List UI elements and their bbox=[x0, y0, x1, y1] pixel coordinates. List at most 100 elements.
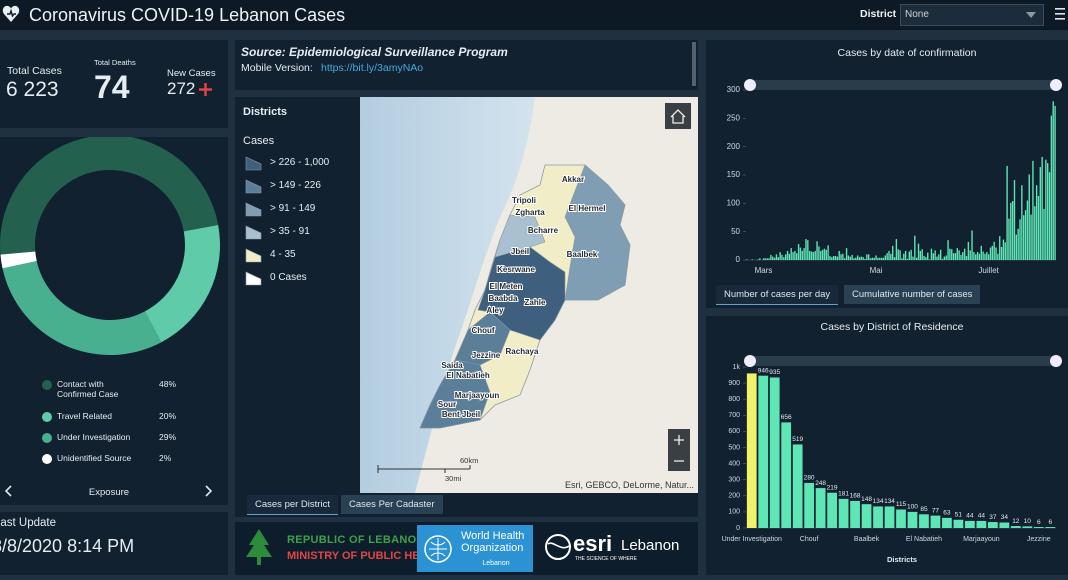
zoom-control[interactable] bbox=[668, 429, 690, 471]
bar bbox=[831, 257, 833, 260]
x-tick-label: Jezzine bbox=[1027, 536, 1051, 543]
dropdown-arrow bbox=[1026, 12, 1036, 18]
bar bbox=[746, 259, 748, 260]
y-tick-label: 400 bbox=[728, 460, 740, 467]
range-slider[interactable] bbox=[750, 356, 1056, 366]
bar bbox=[991, 245, 994, 260]
bar bbox=[893, 257, 896, 260]
slider-handle[interactable] bbox=[744, 79, 756, 91]
bar bbox=[786, 250, 789, 260]
who-logo: World Health Organization Lebanon bbox=[417, 525, 533, 572]
x-tick-label: Chouf bbox=[800, 536, 819, 543]
bar bbox=[895, 239, 898, 260]
value-label: 51 bbox=[955, 512, 963, 519]
bar bbox=[757, 259, 759, 260]
district-select[interactable]: None bbox=[900, 4, 1044, 26]
bar bbox=[759, 258, 761, 260]
bar bbox=[853, 258, 855, 260]
bar bbox=[818, 246, 820, 260]
value-label: 34 bbox=[1001, 514, 1009, 521]
bar bbox=[1045, 527, 1056, 528]
bar bbox=[978, 253, 981, 260]
bar bbox=[969, 250, 971, 260]
bar bbox=[781, 422, 792, 528]
value-label: 10 bbox=[1024, 518, 1032, 525]
bar bbox=[820, 250, 822, 260]
bar bbox=[746, 373, 757, 528]
new-cases-label: New Cases bbox=[167, 68, 216, 79]
legend-swatch-shape bbox=[245, 179, 262, 194]
place-label: Kesrwane bbox=[497, 265, 535, 274]
place-label: El Meten bbox=[490, 282, 523, 291]
x-tick-label: Under Investigation bbox=[722, 536, 782, 543]
map-tab[interactable]: Cases Per Cadaster bbox=[341, 495, 443, 514]
x-tick-label: El Nabatieh bbox=[906, 536, 942, 543]
place-label: Chouf bbox=[471, 326, 494, 335]
bar bbox=[951, 249, 953, 260]
mobile-link[interactable]: https://bit.ly/3amyNAo bbox=[321, 62, 424, 74]
scrollbar bbox=[692, 42, 696, 86]
chart-tab[interactable]: Cumulative number of cases bbox=[844, 285, 981, 304]
source-panel: Source: Epidemiological Surveillance Pro… bbox=[235, 40, 698, 90]
x-tick-label: Baalbek bbox=[854, 536, 880, 543]
donut-slice bbox=[0, 251, 37, 269]
map: 60km 30mi Esri, GEBCO, DeLorme, Natur...… bbox=[360, 97, 698, 493]
legend-label: Travel Related bbox=[57, 411, 112, 421]
bar bbox=[995, 247, 997, 260]
bar bbox=[921, 249, 923, 260]
slider-handle[interactable] bbox=[1050, 79, 1062, 91]
bar bbox=[923, 256, 925, 260]
legend-swatch-shape bbox=[245, 156, 262, 171]
value-label: 181 bbox=[838, 491, 849, 498]
bar bbox=[886, 253, 888, 260]
esri-globe bbox=[545, 534, 571, 560]
bar bbox=[823, 248, 826, 260]
map-legend-subtitle: Cases bbox=[243, 135, 275, 147]
bar bbox=[868, 254, 870, 260]
slider-handle[interactable] bbox=[1050, 355, 1062, 367]
who-emblem bbox=[424, 535, 452, 563]
value-label: 935 bbox=[769, 369, 780, 376]
bar bbox=[1013, 180, 1016, 260]
y-tick-label: 900 bbox=[728, 380, 740, 387]
bar bbox=[829, 256, 831, 260]
place-label: Baalbek bbox=[567, 250, 598, 259]
place-label: Saida bbox=[441, 361, 463, 370]
legend-label: > 226 - 1,000 bbox=[270, 157, 330, 168]
bar bbox=[812, 252, 815, 260]
bar bbox=[919, 250, 922, 260]
total-deaths-value: 74 bbox=[94, 69, 130, 105]
legend-row: > 149 - 226 bbox=[245, 178, 355, 194]
chart-tab[interactable]: Number of cases per day bbox=[716, 285, 839, 305]
bar bbox=[790, 248, 792, 260]
bar bbox=[932, 253, 934, 260]
bar bbox=[999, 236, 1001, 260]
bar bbox=[773, 257, 776, 260]
x-tick-label: Juillet bbox=[978, 266, 999, 275]
home-button[interactable] bbox=[665, 103, 691, 129]
bar bbox=[892, 245, 894, 260]
last-update-value: 8/8/2020 8:14 PM bbox=[0, 536, 135, 556]
bar bbox=[1021, 185, 1023, 260]
y-tick-label: 500 bbox=[728, 444, 740, 451]
place-label: Sour bbox=[438, 400, 456, 409]
slider-handle[interactable] bbox=[744, 355, 756, 367]
attribution: Esri, GEBCO, DeLorme, Natur... bbox=[565, 480, 694, 490]
legend-label: 4 - 35 bbox=[270, 249, 296, 260]
bar bbox=[775, 254, 778, 260]
bar bbox=[954, 253, 957, 260]
bar bbox=[1043, 209, 1045, 260]
legend-row: 0 Cases bbox=[245, 270, 355, 286]
bar bbox=[888, 250, 890, 260]
bar bbox=[845, 248, 848, 260]
prev-button[interactable] bbox=[4, 485, 14, 497]
map-tab[interactable]: Cases per District bbox=[247, 495, 338, 515]
district-area bbox=[419, 359, 491, 429]
y-tick-label: 700 bbox=[728, 412, 740, 419]
place-label: Zahle bbox=[525, 298, 546, 307]
legend-swatch bbox=[245, 156, 262, 171]
next-button[interactable] bbox=[203, 485, 213, 497]
menu-button[interactable] bbox=[1055, 8, 1065, 20]
range-slider[interactable] bbox=[750, 80, 1056, 90]
bar bbox=[967, 241, 970, 260]
